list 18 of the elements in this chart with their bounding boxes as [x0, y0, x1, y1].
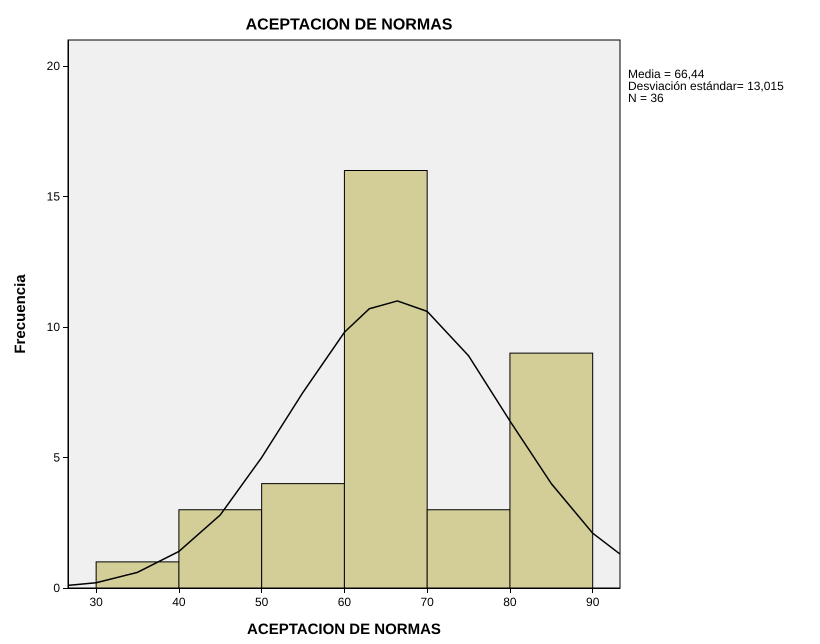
x-tick-label: 90: [586, 595, 600, 609]
x-tick-label: 60: [338, 595, 352, 609]
text: Desviación estándar= 13,015: [628, 79, 784, 93]
x-axis-title: ACEPTACION DE NORMAS: [247, 621, 441, 638]
text: N = 36: [628, 91, 664, 105]
x-tick-label: 40: [172, 595, 186, 609]
x-tick-label: 30: [89, 595, 104, 609]
text: Media = 66,44: [628, 67, 705, 81]
y-tick-label: 10: [46, 320, 60, 334]
x-tick-label: 80: [503, 595, 517, 609]
y-axis-title: Frecuencia: [12, 274, 29, 354]
y-tick-label: 15: [46, 190, 60, 204]
chart-title: ACEPTACION DE NORMAS: [246, 16, 453, 34]
x-tick-label: 70: [420, 595, 434, 609]
x-tick-label: 50: [254, 595, 269, 609]
y-tick-label: 20: [46, 59, 60, 74]
y-tick-label: 5: [53, 450, 60, 465]
y-tick-label: 0: [53, 581, 60, 595]
